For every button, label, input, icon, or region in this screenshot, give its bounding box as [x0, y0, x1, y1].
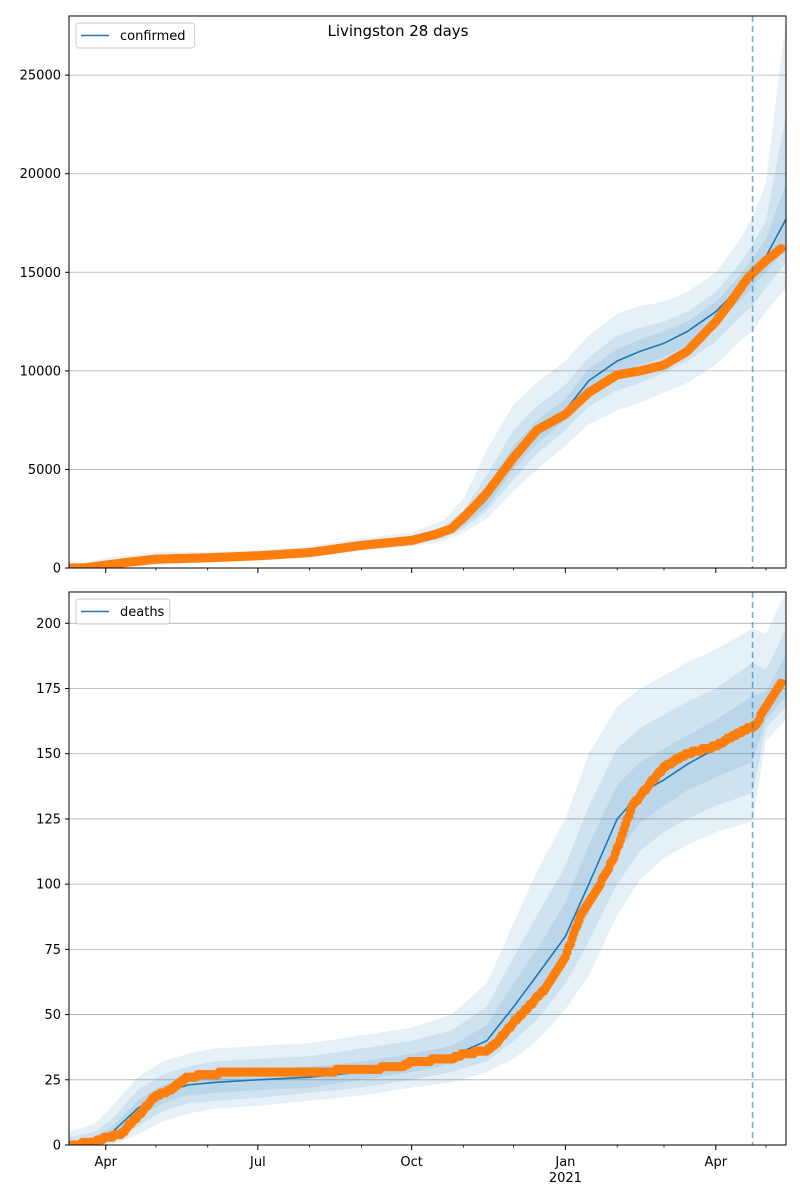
axes-frame: [68, 15, 787, 569]
x-tick-label: Jul: [249, 1155, 266, 1170]
y-tick-label: 100: [36, 878, 61, 893]
y-tick-label: 125: [36, 812, 61, 827]
y-tick-label: 50: [44, 1008, 61, 1023]
confidence-band-outer: [69, 592, 786, 1145]
plot-area: [69, 592, 786, 1145]
y-tick-label: 200: [36, 617, 61, 632]
legend-box: [75, 598, 171, 625]
observed-point: [776, 244, 786, 254]
confidence-band-middle: [69, 114, 786, 568]
y-tick-label: 0: [53, 1139, 61, 1154]
x-tick-label: Jan: [554, 1155, 575, 1170]
y-tick-label: 20000: [20, 167, 61, 182]
y-tick-label: 0: [53, 562, 61, 577]
y-tick-label: 15000: [20, 266, 61, 281]
y-tick-label: 25000: [20, 69, 61, 84]
legend-box: [75, 22, 196, 49]
plot-area: [69, 19, 786, 568]
y-tick-label: 75: [44, 943, 61, 958]
figure-title: Livingston 28 days: [327, 22, 468, 40]
confidence-band-middle: [69, 628, 786, 1145]
y-tick-label: 5000: [28, 463, 61, 478]
legend-label: deaths: [120, 605, 165, 620]
confirmed-panel: 0 5000 10000 15000 20000 25000 confirmed: [20, 15, 787, 577]
axes-frame: [68, 591, 787, 1146]
y-tick-label: 10000: [20, 364, 61, 379]
legend: confirmed: [75, 22, 196, 49]
x-tick-label: Oct: [400, 1155, 422, 1170]
legend-label: confirmed: [120, 29, 186, 44]
x-tick-year-label: 2021: [549, 1171, 582, 1186]
x-tick-label: Apr: [95, 1155, 118, 1170]
y-tick-label: 175: [36, 682, 61, 697]
x-tick-label: Apr: [705, 1155, 728, 1170]
observed-point: [776, 678, 786, 688]
y-tick-label: 25: [44, 1073, 61, 1088]
legend: deaths: [75, 598, 171, 625]
y-tick-label: 150: [36, 747, 61, 762]
